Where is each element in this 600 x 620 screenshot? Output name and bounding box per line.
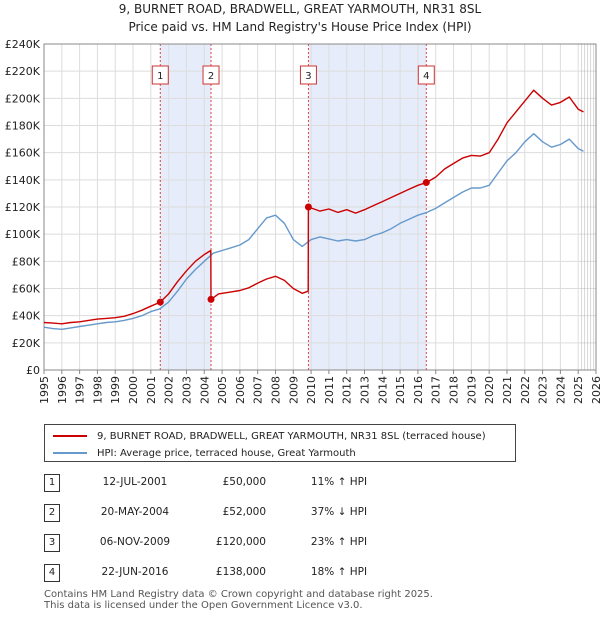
- sale-point: [422, 179, 430, 187]
- x-tick-label: 1995: [38, 376, 51, 404]
- sale-point: [207, 295, 215, 303]
- x-tick-label: 2006: [234, 376, 247, 404]
- x-tick-label: 1996: [56, 376, 69, 404]
- chart-title: 9, BURNET ROAD, BRADWELL, GREAT YARMOUTH…: [118, 2, 482, 16]
- series-line: [43, 89, 584, 325]
- sale-row: 2 20-MAY-2004 £52,000 37% ↓ HPI: [44, 504, 444, 524]
- y-tick-label: £240K: [5, 38, 41, 51]
- x-tick-label: 2011: [323, 376, 336, 404]
- x-tick-label: 1998: [91, 376, 104, 404]
- sale-row: 1 12-JUL-2001 £50,000 11% ↑ HPI: [44, 474, 444, 494]
- x-tick-label: 2010: [305, 376, 318, 404]
- x-tick-label: 2002: [163, 376, 176, 404]
- legend-label-property: 9, BURNET ROAD, BRADWELL, GREAT YARMOUTH…: [97, 430, 486, 442]
- y-tick-label: £100K: [5, 228, 41, 241]
- y-tick-label: £120K: [5, 201, 41, 214]
- x-tick-label: 2001: [145, 376, 158, 404]
- sale-number-box: [151, 65, 169, 85]
- footer-copyright: Contains HM Land Registry data © Crown c…: [44, 589, 433, 600]
- y-tick-label: £180K: [5, 120, 41, 133]
- footer: Contains HM Land Registry data © Crown c…: [44, 589, 433, 611]
- y-tick-label: £0: [26, 364, 40, 377]
- sale-number-box: [299, 65, 317, 85]
- sale-number: 3: [44, 534, 60, 552]
- sale-hpi-change: 37% ↓ HPI: [310, 506, 368, 518]
- sale-hpi-change: 18% ↑ HPI: [310, 566, 368, 578]
- x-tick-label: 2016: [412, 376, 425, 404]
- price-chart: £0 £20K £40K £60K £80K £100K £120K £140K £160K £1…: [5, 38, 600, 404]
- sale-number-label: 2: [208, 71, 214, 82]
- x-tick-label: 2003: [180, 376, 193, 404]
- sale-point: [156, 298, 164, 306]
- sale-number-label: 3: [305, 71, 311, 82]
- x-tick-label: 1997: [74, 376, 87, 404]
- y-tick-label: £220K: [5, 65, 41, 78]
- sale-number-label: 4: [423, 71, 429, 82]
- sale-number-label: 1: [157, 71, 163, 82]
- sale-number: 1: [44, 474, 60, 492]
- x-tick-label: 2019: [465, 376, 478, 404]
- sale-number: 2: [44, 504, 60, 522]
- y-tick-label: £40K: [12, 310, 41, 323]
- x-tick-label: 1999: [109, 376, 122, 404]
- sale-hpi-change: 11% ↑ HPI: [310, 476, 368, 488]
- series-line: [43, 133, 584, 330]
- sale-number-box: [202, 65, 220, 85]
- x-tick-label: 2014: [376, 376, 389, 404]
- sale-price: £50,000: [222, 476, 266, 488]
- legend-label-hpi: HPI: Average price, terraced house, Grea…: [97, 447, 356, 459]
- sale-date: 12-JUL-2001: [102, 476, 168, 488]
- x-tick-label: 2007: [252, 376, 265, 404]
- x-tick-label: 2026: [590, 376, 600, 404]
- sale-hpi-change: 23% ↑ HPI: [310, 536, 368, 548]
- y-tick-label: £160K: [5, 147, 41, 160]
- x-tick-label: 2004: [198, 376, 211, 404]
- x-tick-label: 2022: [519, 376, 532, 404]
- sale-price: £120,000: [215, 536, 266, 548]
- y-tick-label: £200K: [5, 92, 41, 105]
- sale-date: 06-NOV-2009: [99, 536, 171, 548]
- sale-row: 4 22-JUN-2016 £138,000 18% ↑ HPI: [44, 564, 444, 584]
- x-tick-label: 2024: [554, 376, 567, 404]
- y-tick-label: £20K: [12, 337, 41, 350]
- x-tick-label: 2008: [269, 376, 282, 404]
- x-tick-label: 2021: [501, 376, 514, 404]
- sale-date: 20-MAY-2004: [100, 506, 170, 518]
- x-tick-label: 2012: [341, 376, 354, 404]
- x-tick-label: 2015: [394, 376, 407, 404]
- y-tick-label: £80K: [12, 255, 41, 268]
- sale-date: 22-JUN-2016: [101, 566, 169, 578]
- legend-entry-hpi: HPI: Average price, terraced house, Grea…: [53, 445, 356, 461]
- sale-price: £52,000: [222, 506, 266, 518]
- x-tick-label: 2020: [483, 376, 496, 404]
- chart-legend: 9, BURNET ROAD, BRADWELL, GREAT YARMOUTH…: [44, 424, 516, 462]
- sale-row: 3 06-NOV-2009 £120,000 23% ↑ HPI: [44, 534, 444, 554]
- x-tick-label: 2017: [430, 376, 443, 404]
- sale-number: 4: [44, 564, 60, 582]
- x-tick-label: 2013: [359, 376, 372, 404]
- legend-swatch-hpi: [53, 452, 87, 454]
- y-tick-label: £140K: [5, 174, 41, 187]
- x-tick-label: 2023: [537, 376, 550, 404]
- footer-licence: This data is licensed under the Open Gov…: [44, 600, 363, 611]
- x-tick-label: 2018: [448, 376, 461, 404]
- chart-subtitle: Price paid vs. HM Land Registry's House …: [128, 20, 472, 34]
- x-tick-label: 2025: [572, 376, 585, 404]
- legend-entry-property: 9, BURNET ROAD, BRADWELL, GREAT YARMOUTH…: [53, 428, 486, 444]
- sale-price: £138,000: [215, 566, 266, 578]
- y-tick-label: £60K: [12, 283, 41, 296]
- legend-swatch-property: [53, 435, 87, 437]
- sale-number-box: [417, 65, 435, 85]
- plot-frame: [43, 43, 597, 371]
- x-tick-label: 2005: [216, 376, 229, 404]
- x-tick-label: 2000: [127, 376, 140, 404]
- x-tick-label: 2009: [287, 376, 300, 404]
- sale-point: [304, 203, 312, 211]
